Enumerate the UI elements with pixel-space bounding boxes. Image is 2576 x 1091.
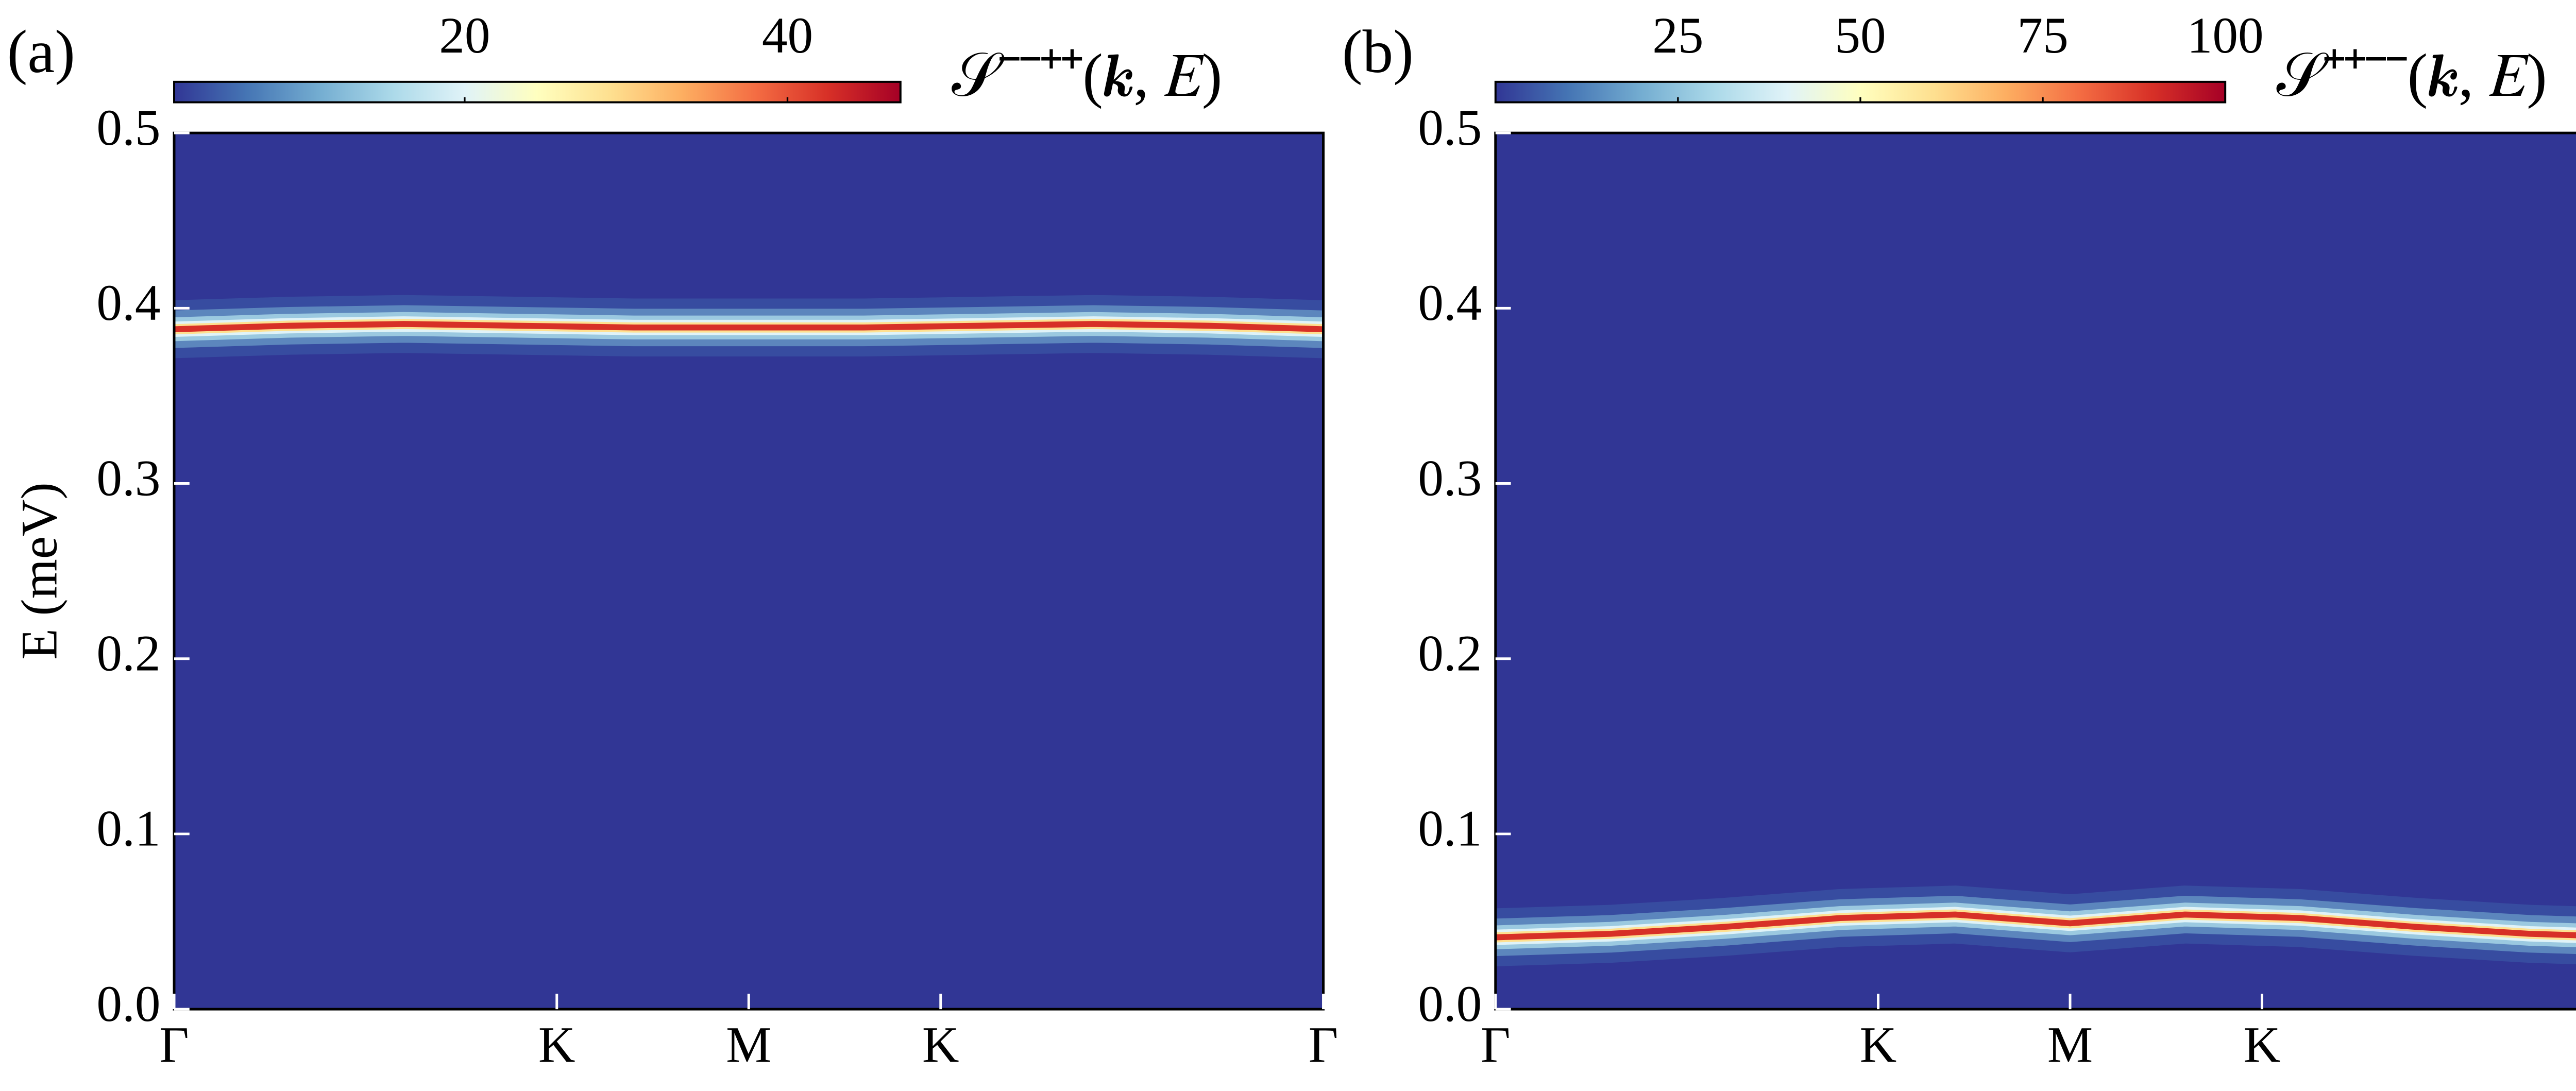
- panel-label: (a): [7, 18, 75, 86]
- x-tick-label: K: [1860, 1017, 1897, 1073]
- y-axis-label: E (meV): [11, 482, 67, 660]
- y-tick-label: 0.4: [1418, 275, 1482, 331]
- heatmap-background: [174, 133, 1324, 1010]
- panel-label: (b): [1342, 18, 1414, 86]
- colorbar-tick-label: 20: [439, 8, 490, 64]
- y-tick-label: 0.0: [96, 976, 160, 1032]
- colorbar-tick-label: 40: [762, 8, 813, 64]
- colorbar-label: 𝒮⁻⁻⁺⁺(𝒌, 𝐸): [952, 41, 1222, 109]
- x-tick-label: Γ: [1309, 1017, 1338, 1073]
- y-tick-label: 0.1: [96, 801, 160, 857]
- band-group: [174, 295, 1324, 359]
- x-tick-label: K: [2244, 1017, 2281, 1073]
- band: [1495, 911, 2576, 941]
- x-tick-label: M: [726, 1017, 771, 1073]
- heatmap-background: [1495, 133, 2576, 1010]
- colorbar-tick-label: 50: [1835, 8, 1886, 64]
- y-tick-label: 0.4: [96, 275, 160, 331]
- y-tick-label: 0.3: [96, 450, 160, 506]
- y-tick-label: 0.1: [1418, 801, 1482, 857]
- band-group: [1495, 885, 2576, 966]
- x-tick-label: M: [2047, 1017, 2093, 1073]
- x-tick-label: K: [922, 1017, 959, 1073]
- colorbar: [173, 80, 902, 104]
- x-tick-label: Γ: [159, 1017, 189, 1073]
- y-tick-label: 0.2: [1418, 626, 1482, 682]
- x-tick-label: K: [538, 1017, 575, 1073]
- colorbar-tick-label: 100: [2187, 8, 2264, 64]
- y-tick-label: 0.2: [96, 626, 160, 682]
- band: [174, 321, 1324, 332]
- y-tick-label: 0.5: [1418, 100, 1482, 156]
- x-tick-label: Γ: [1481, 1017, 1510, 1073]
- y-tick-label: 0.3: [1418, 450, 1482, 506]
- y-tick-label: 0.5: [96, 100, 160, 156]
- colorbar-tick-label: 75: [2017, 8, 2068, 64]
- colorbar-label: 𝒮⁺⁺⁻⁻(𝒌, 𝐸): [2276, 41, 2547, 109]
- colorbar-tick-label: 25: [1652, 8, 1703, 64]
- y-tick-label: 0.0: [1418, 976, 1482, 1032]
